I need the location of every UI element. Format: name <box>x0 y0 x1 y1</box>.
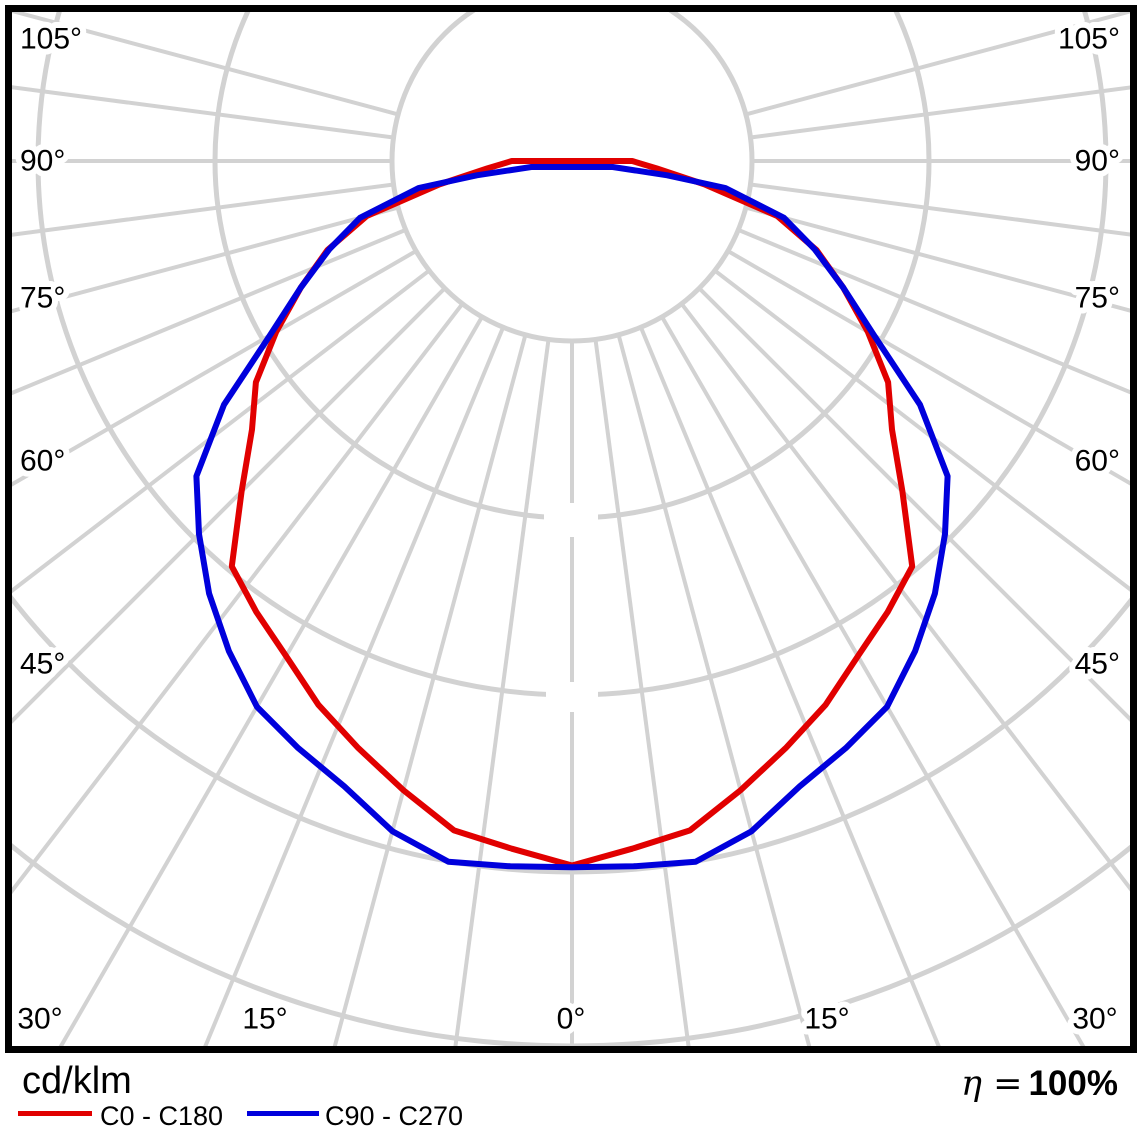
radial-line <box>639 326 941 1046</box>
radial-line <box>12 205 399 314</box>
curve-c90-c270 <box>193 164 951 871</box>
ring-value-box <box>546 682 598 712</box>
radial-line <box>737 228 1130 395</box>
legend-line-c90-c270 <box>247 1111 319 1116</box>
radial-line <box>12 85 394 140</box>
radial-line <box>203 326 505 1046</box>
radial-line <box>12 286 447 724</box>
radial-line <box>58 315 484 1046</box>
radial-line <box>679 302 1130 892</box>
angle-label: 60° <box>1075 445 1120 478</box>
ring-circle <box>389 12 755 344</box>
radial-line <box>750 182 1130 237</box>
radial-line <box>745 12 1130 117</box>
radial-line <box>12 302 465 895</box>
radial-line <box>12 182 394 237</box>
radial-line <box>453 339 551 1046</box>
radial-line <box>616 334 812 1046</box>
radial-line <box>12 12 399 117</box>
radial-line <box>660 315 1086 1046</box>
angle-label: 45° <box>20 648 65 681</box>
radial-line <box>726 249 1130 486</box>
angle-label: 60° <box>20 445 65 478</box>
light-output-ratio: η = 100% <box>961 1064 1118 1104</box>
angle-label: 30° <box>1072 1003 1117 1036</box>
angle-label: 0° <box>557 1003 586 1036</box>
units-label: cd/klm <box>22 1060 132 1102</box>
eta-value: 100% <box>1028 1064 1118 1103</box>
legend-label-c90-c270: C90 - C270 <box>325 1101 464 1131</box>
angle-label: 15° <box>804 1003 849 1036</box>
radial-line <box>12 228 407 396</box>
angle-label: 105° <box>20 23 82 56</box>
legend-label-c0-c180: C0 - C180 <box>100 1101 224 1131</box>
angle-label: 75° <box>1075 282 1120 315</box>
radial-line <box>593 339 691 1046</box>
plot-border <box>5 5 1137 1053</box>
angle-label: 75° <box>20 282 65 315</box>
angle-label: 90° <box>1075 145 1120 178</box>
radial-line <box>697 286 1130 722</box>
ring-value-box <box>544 503 598 537</box>
eta-symbol: η = <box>961 1064 1023 1104</box>
angle-label: 15° <box>242 1003 287 1036</box>
radial-line <box>12 249 418 487</box>
radial-line <box>745 205 1130 313</box>
legend-line-c0-c180 <box>18 1111 92 1116</box>
angle-label: 105° <box>1058 23 1120 56</box>
angle-label: 30° <box>17 1003 62 1036</box>
angle-label: 45° <box>1075 648 1120 681</box>
angle-label: 90° <box>20 145 65 178</box>
radial-line <box>750 85 1130 140</box>
radial-line <box>332 334 528 1046</box>
